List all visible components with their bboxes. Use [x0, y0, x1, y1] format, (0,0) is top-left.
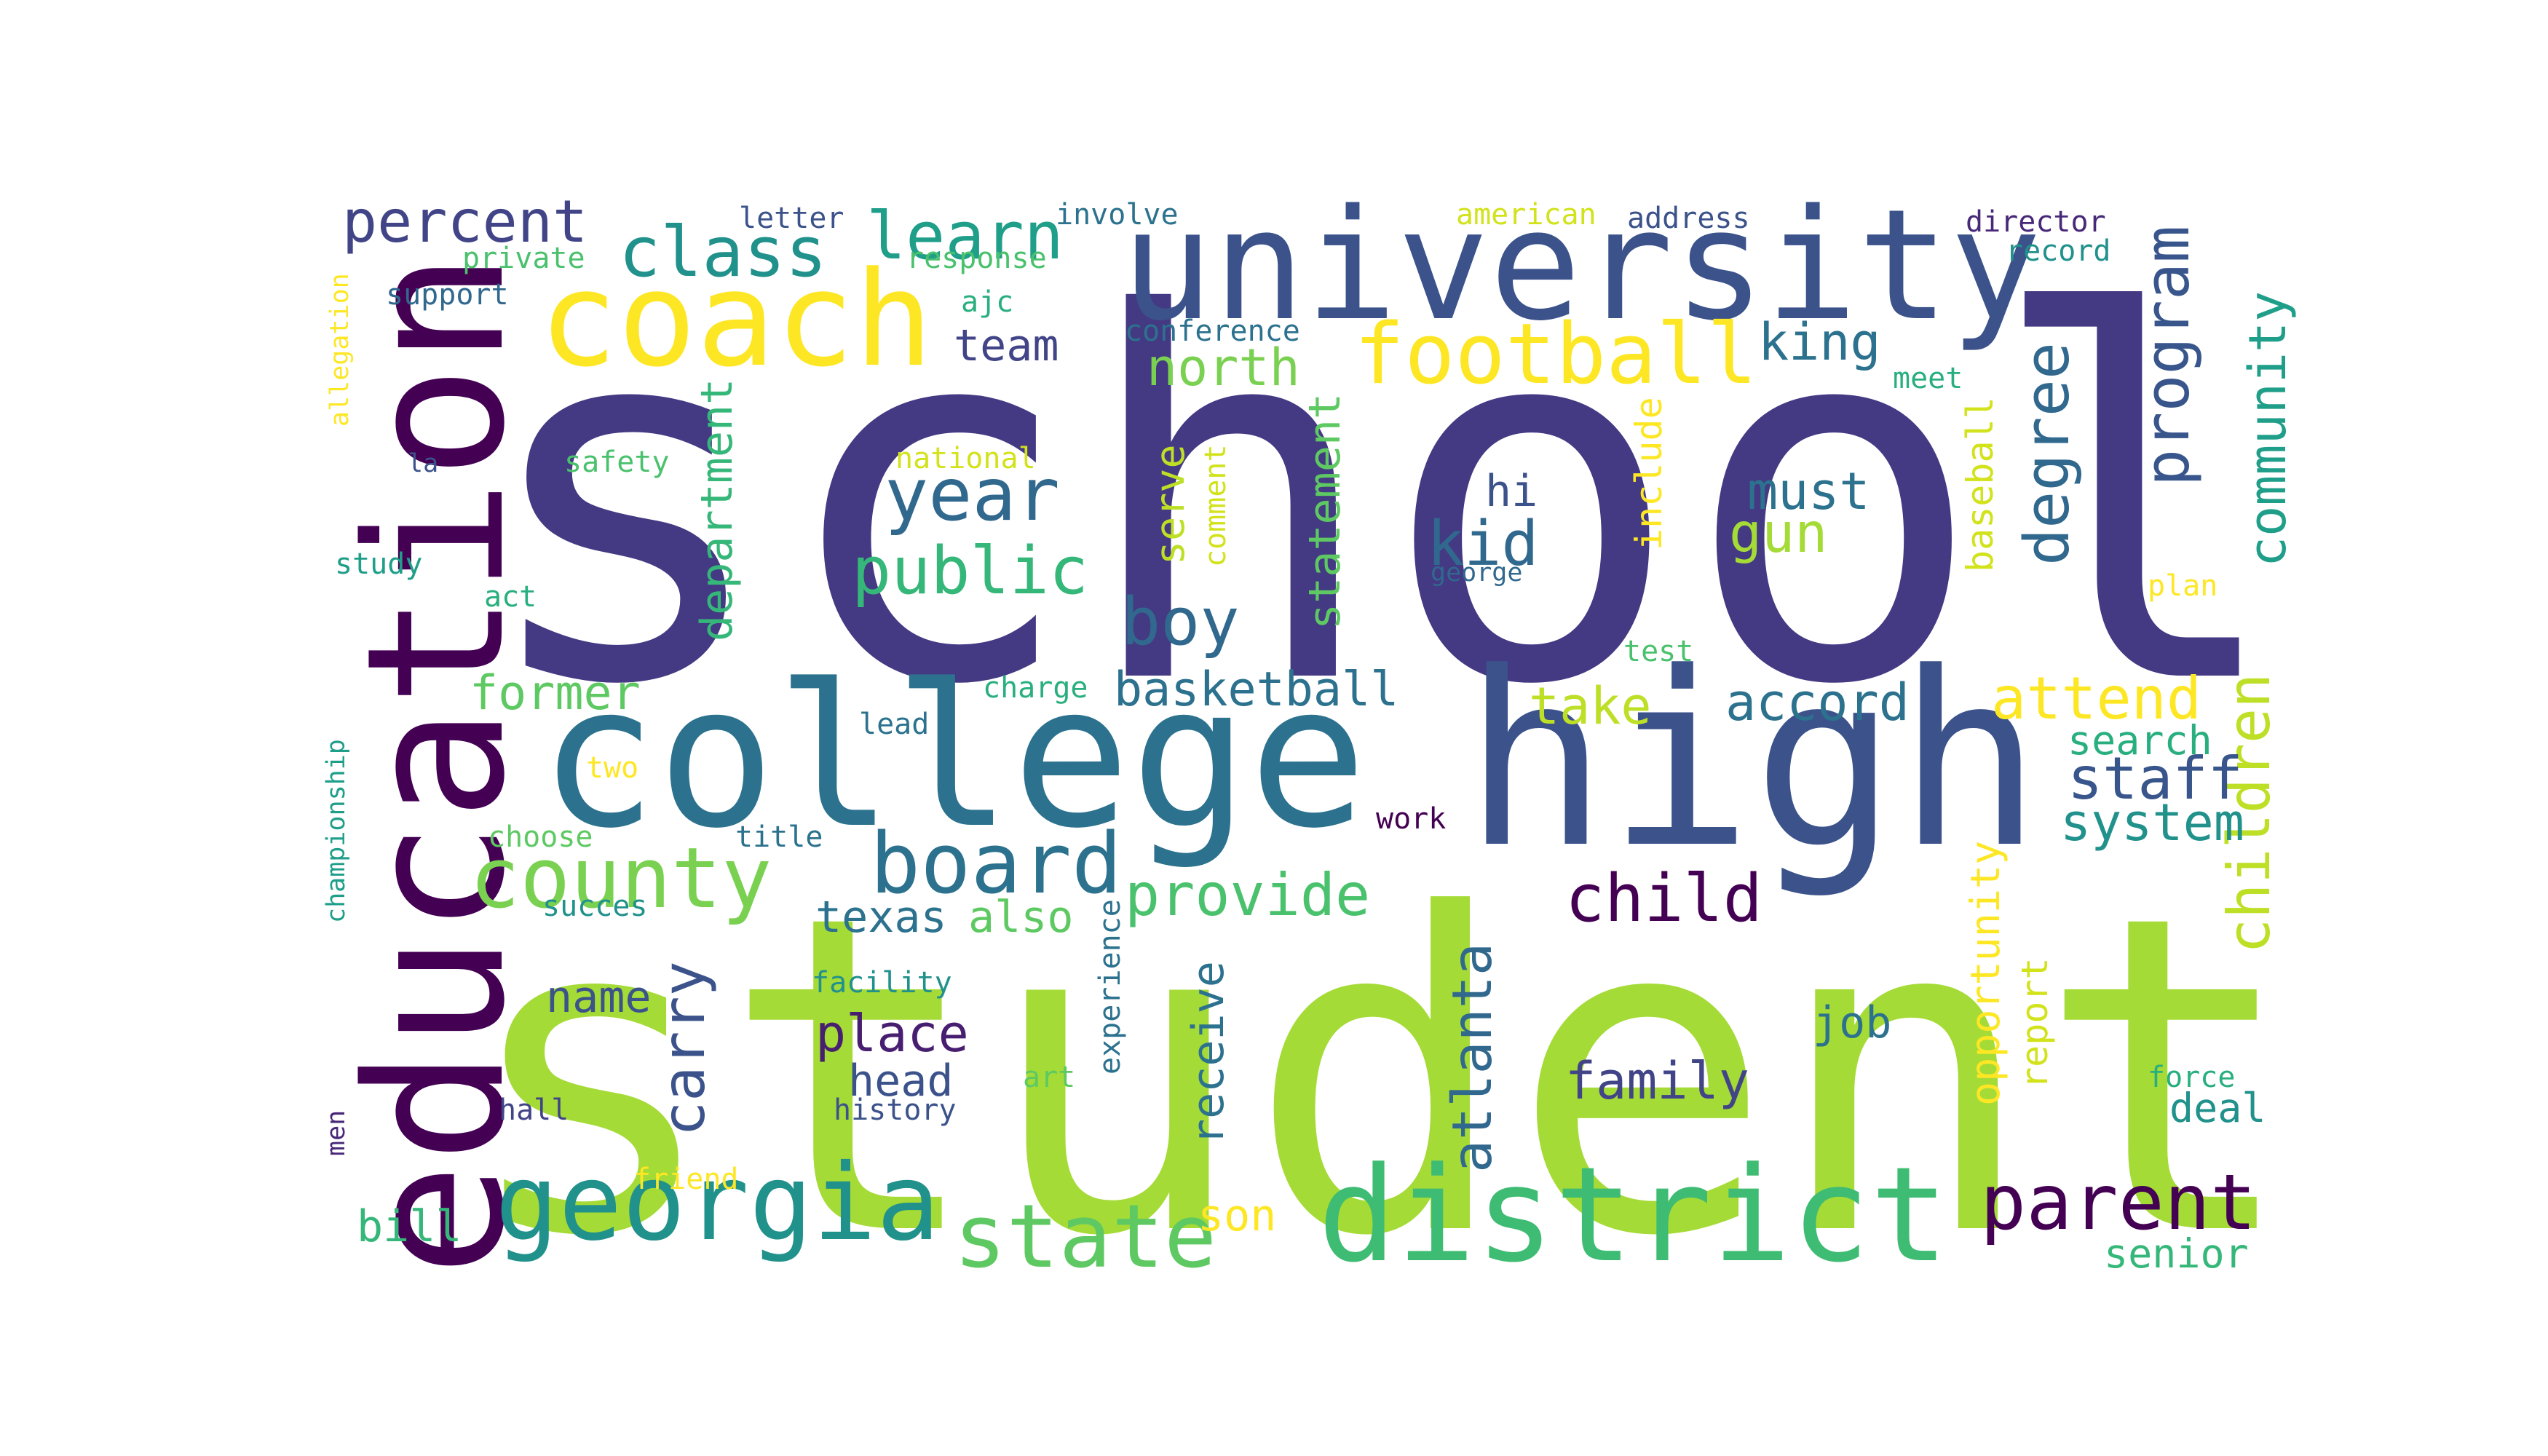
word-involve: involve — [1056, 198, 1179, 232]
word-football: football — [1354, 306, 1757, 403]
word-bill: bill — [357, 1201, 462, 1252]
word-accord: accord — [1725, 673, 1910, 732]
word-search: search — [2068, 717, 2212, 764]
word-history: history — [834, 1093, 957, 1127]
word-safety: safety — [564, 446, 670, 479]
word-year: year — [885, 452, 1060, 537]
word-north: north — [1147, 338, 1300, 397]
word-school: school — [473, 210, 2288, 794]
word-art: art — [1023, 1061, 1076, 1094]
word-charge: charge — [983, 671, 1088, 705]
word-percent: percent — [342, 188, 588, 256]
word-hall: hall — [499, 1093, 569, 1127]
word-address: address — [1627, 202, 1750, 235]
word-statement: statement — [1299, 392, 1350, 630]
word-lead: lead — [859, 708, 930, 741]
word-report: report — [2014, 957, 2056, 1089]
word-title: title — [735, 820, 823, 854]
word-act: act — [484, 580, 537, 614]
word-friend: friend — [633, 1163, 739, 1196]
word-test: test — [1623, 635, 1694, 668]
word-private: private — [462, 242, 585, 275]
word-parent: parent — [1980, 1158, 2257, 1247]
word-senior: senior — [2104, 1230, 2249, 1277]
word-degree: degree — [2011, 341, 2084, 566]
word-basketball: basketball — [1114, 662, 1399, 717]
word-attend: attend — [1991, 665, 2201, 732]
word-hi: hi — [1485, 466, 1538, 517]
word-serve: serve — [1147, 444, 1193, 565]
word-allegation: allegation — [325, 273, 355, 427]
word-director: director — [1966, 205, 2106, 239]
word-family: family — [1565, 1051, 1749, 1111]
word-former: former — [470, 666, 641, 721]
word-study: study — [335, 547, 423, 581]
word-name: name — [546, 972, 652, 1023]
word-department: department — [692, 378, 743, 641]
word-response: response — [906, 242, 1047, 275]
word-opportunity: opportunity — [1962, 840, 2009, 1106]
word-county: county — [470, 830, 772, 927]
word-take: take — [1529, 676, 1652, 736]
word-experience: experience — [1093, 899, 1127, 1075]
word-head: head — [848, 1056, 954, 1107]
word-system: system — [2060, 793, 2244, 852]
word-district: district — [1318, 1139, 1949, 1291]
word-college: college — [539, 642, 1367, 871]
word-class: class — [619, 213, 827, 293]
word-championship: championship — [322, 739, 351, 923]
word-choose: choose — [488, 820, 593, 854]
word-staff: staff — [2068, 745, 2243, 812]
word-ajc: ajc — [961, 285, 1014, 319]
word-receive: receive — [1183, 961, 1234, 1145]
word-texas: texas — [815, 892, 947, 943]
word-team: team — [954, 320, 1059, 371]
word-program: program — [2132, 225, 2204, 486]
word-national: national — [895, 442, 1036, 475]
word-force: force — [2148, 1061, 2236, 1094]
word-facility: facility — [812, 966, 952, 1000]
word-conference: conference — [1125, 314, 1300, 348]
word-high: high — [1463, 621, 2042, 901]
word-record: record — [2006, 234, 2111, 268]
word-public: public — [852, 533, 1089, 609]
word-place: place — [815, 1004, 969, 1064]
word-community: community — [2238, 290, 2298, 567]
word-letter: letter — [739, 202, 844, 235]
word-georgia: georgia — [495, 1142, 941, 1265]
word-student: student — [459, 823, 2300, 1332]
word-comment: comment — [1199, 444, 1233, 567]
word-job: job — [1813, 997, 1892, 1048]
word-board: board — [870, 815, 1123, 913]
word-state: state — [954, 1187, 1217, 1288]
word-king: king — [1758, 312, 1881, 372]
word-support: support — [386, 278, 509, 312]
word-provide: provide — [1125, 861, 1371, 929]
word-include: include — [1628, 397, 1670, 550]
word-george: george — [1431, 558, 1523, 587]
word-boy: boy — [1121, 584, 1240, 660]
word-work: work — [1376, 802, 1447, 836]
word-coach: coach — [539, 244, 933, 396]
word-american: american — [1456, 198, 1597, 232]
word-gun: gun — [1729, 501, 1828, 565]
word-two: two — [586, 751, 639, 785]
word-la: la — [408, 449, 439, 478]
word-also: also — [968, 892, 1074, 943]
word-learn: learn — [866, 198, 1064, 274]
word-kid: kid — [1427, 508, 1539, 580]
word-child: child — [1565, 860, 1762, 937]
word-baseball: baseball — [1959, 397, 2001, 572]
word-succes: succes — [542, 890, 648, 923]
word-carry: carry — [650, 961, 718, 1136]
word-university: university — [1121, 176, 2042, 355]
word-son: son — [1198, 1190, 1277, 1241]
word-deal: deal — [2169, 1085, 2266, 1131]
word-men: men — [322, 1109, 351, 1156]
word-plan: plan — [2148, 569, 2218, 603]
word-atlanta: atlanta — [1440, 942, 1504, 1173]
word-must: must — [1747, 462, 1870, 521]
word-meet: meet — [1893, 362, 1963, 395]
